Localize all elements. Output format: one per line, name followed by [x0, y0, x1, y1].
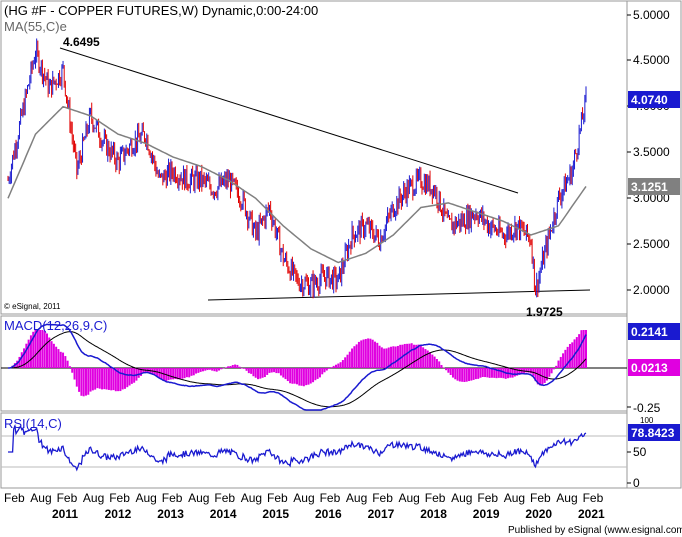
y-tick-2-5: 2.5000 [633, 237, 670, 251]
x-year-label: 2017 [368, 507, 395, 521]
x-year-label: 2015 [262, 507, 289, 521]
x-month-label: Aug [556, 491, 577, 505]
ma-line [7, 105, 587, 264]
x-year-label: 2013 [157, 507, 184, 521]
x-month-label: Aug [293, 491, 314, 505]
x-month-label: Aug [188, 491, 209, 505]
x-axis-years: 2011 2012 2013 2014 2015 2016 2017 2018 2019 2020… [52, 507, 605, 521]
price-bars [7, 38, 587, 299]
x-axis-months: Feb Aug Feb Aug Feb Aug Feb Aug Feb Aug Feb Aug Feb A… [4, 491, 604, 505]
x-year-label: 2019 [473, 507, 500, 521]
rsi-line [8, 423, 587, 472]
rsi-y-tick-50: 50 [633, 445, 647, 459]
x-month-label: Aug [30, 491, 51, 505]
price-panel-title: (HG #F - COPPER FUTURES,W) Dynamic,0:00-… [4, 3, 318, 18]
x-month-label: Feb [477, 491, 498, 505]
last-price-tag-text: 4.0740 [631, 93, 668, 107]
low-annotation: 1.9725 [526, 305, 563, 319]
rsi-panel-title: RSI(14,C) [4, 416, 62, 431]
x-month-label: Feb [57, 491, 78, 505]
macd-panel-title: MACD(12,26,9,C) [4, 318, 107, 333]
x-month-label: Aug [346, 491, 367, 505]
x-year-label: 2011 [52, 507, 78, 521]
x-month-label: Aug [136, 491, 157, 505]
x-month-label: Feb [530, 491, 551, 505]
hist-value-tag [628, 359, 680, 376]
x-month-label: Feb [162, 491, 183, 505]
hist-value-tag-text: 0.0213 [631, 361, 668, 375]
high-annotation: 4.6495 [63, 35, 100, 49]
x-month-label: Feb [583, 491, 604, 505]
x-year-label: 2012 [105, 507, 132, 521]
x-month-label: Aug [504, 491, 525, 505]
macd-line [8, 323, 587, 411]
x-year-label: 2021 [578, 507, 605, 521]
x-month-label: Feb [214, 491, 235, 505]
ma-value-tag-text: 3.1251 [631, 180, 668, 194]
right-axis-frame [626, 0, 682, 489]
x-year-label: 2018 [420, 507, 447, 521]
y-tick-3-5: 3.5000 [633, 145, 670, 159]
y-tick-2: 2.0000 [633, 283, 670, 297]
macd-y-tick: -0.25 [633, 401, 661, 415]
x-month-label: Aug [83, 491, 104, 505]
rsi-top-tick: 100 [640, 416, 654, 425]
rsi-value-tag [628, 424, 680, 441]
rsi-value-tag-text: 78.8423 [631, 426, 675, 440]
y-tick-4-5: 4.5000 [633, 53, 670, 67]
x-year-label: 2014 [210, 507, 237, 521]
x-year-label: 2020 [525, 507, 552, 521]
x-year-label: 2016 [315, 507, 342, 521]
esignal-credit: © eSignal, 2011 [4, 302, 61, 311]
resistance-trendline [59, 47, 519, 194]
x-month-label: Feb [320, 491, 341, 505]
x-month-label: Feb [4, 491, 25, 505]
macd-signal-line [8, 331, 587, 408]
x-month-label: Feb [267, 491, 288, 505]
x-month-label: Aug [241, 491, 262, 505]
macd-value-tag-text: 0.2141 [631, 325, 668, 339]
published-footer: Published by eSignal (www.esignal.com) [508, 525, 682, 536]
rsi-y-tick-0: 0 [633, 476, 640, 490]
ma-label: MA(55,C)e [4, 19, 67, 34]
macd-value-tag [628, 323, 680, 340]
x-month-label: Feb [109, 491, 130, 505]
x-month-label: Aug [399, 491, 420, 505]
x-month-label: Feb [425, 491, 446, 505]
price-panel [0, 0, 628, 315]
last-price-tag [628, 91, 680, 108]
x-month-label: Feb [372, 491, 393, 505]
x-month-label: Aug [451, 491, 472, 505]
y-tick-5: 5.0000 [633, 8, 670, 22]
ma-value-tag [628, 178, 680, 195]
rsi-panel [0, 412, 628, 489]
support-trendline [207, 289, 591, 301]
